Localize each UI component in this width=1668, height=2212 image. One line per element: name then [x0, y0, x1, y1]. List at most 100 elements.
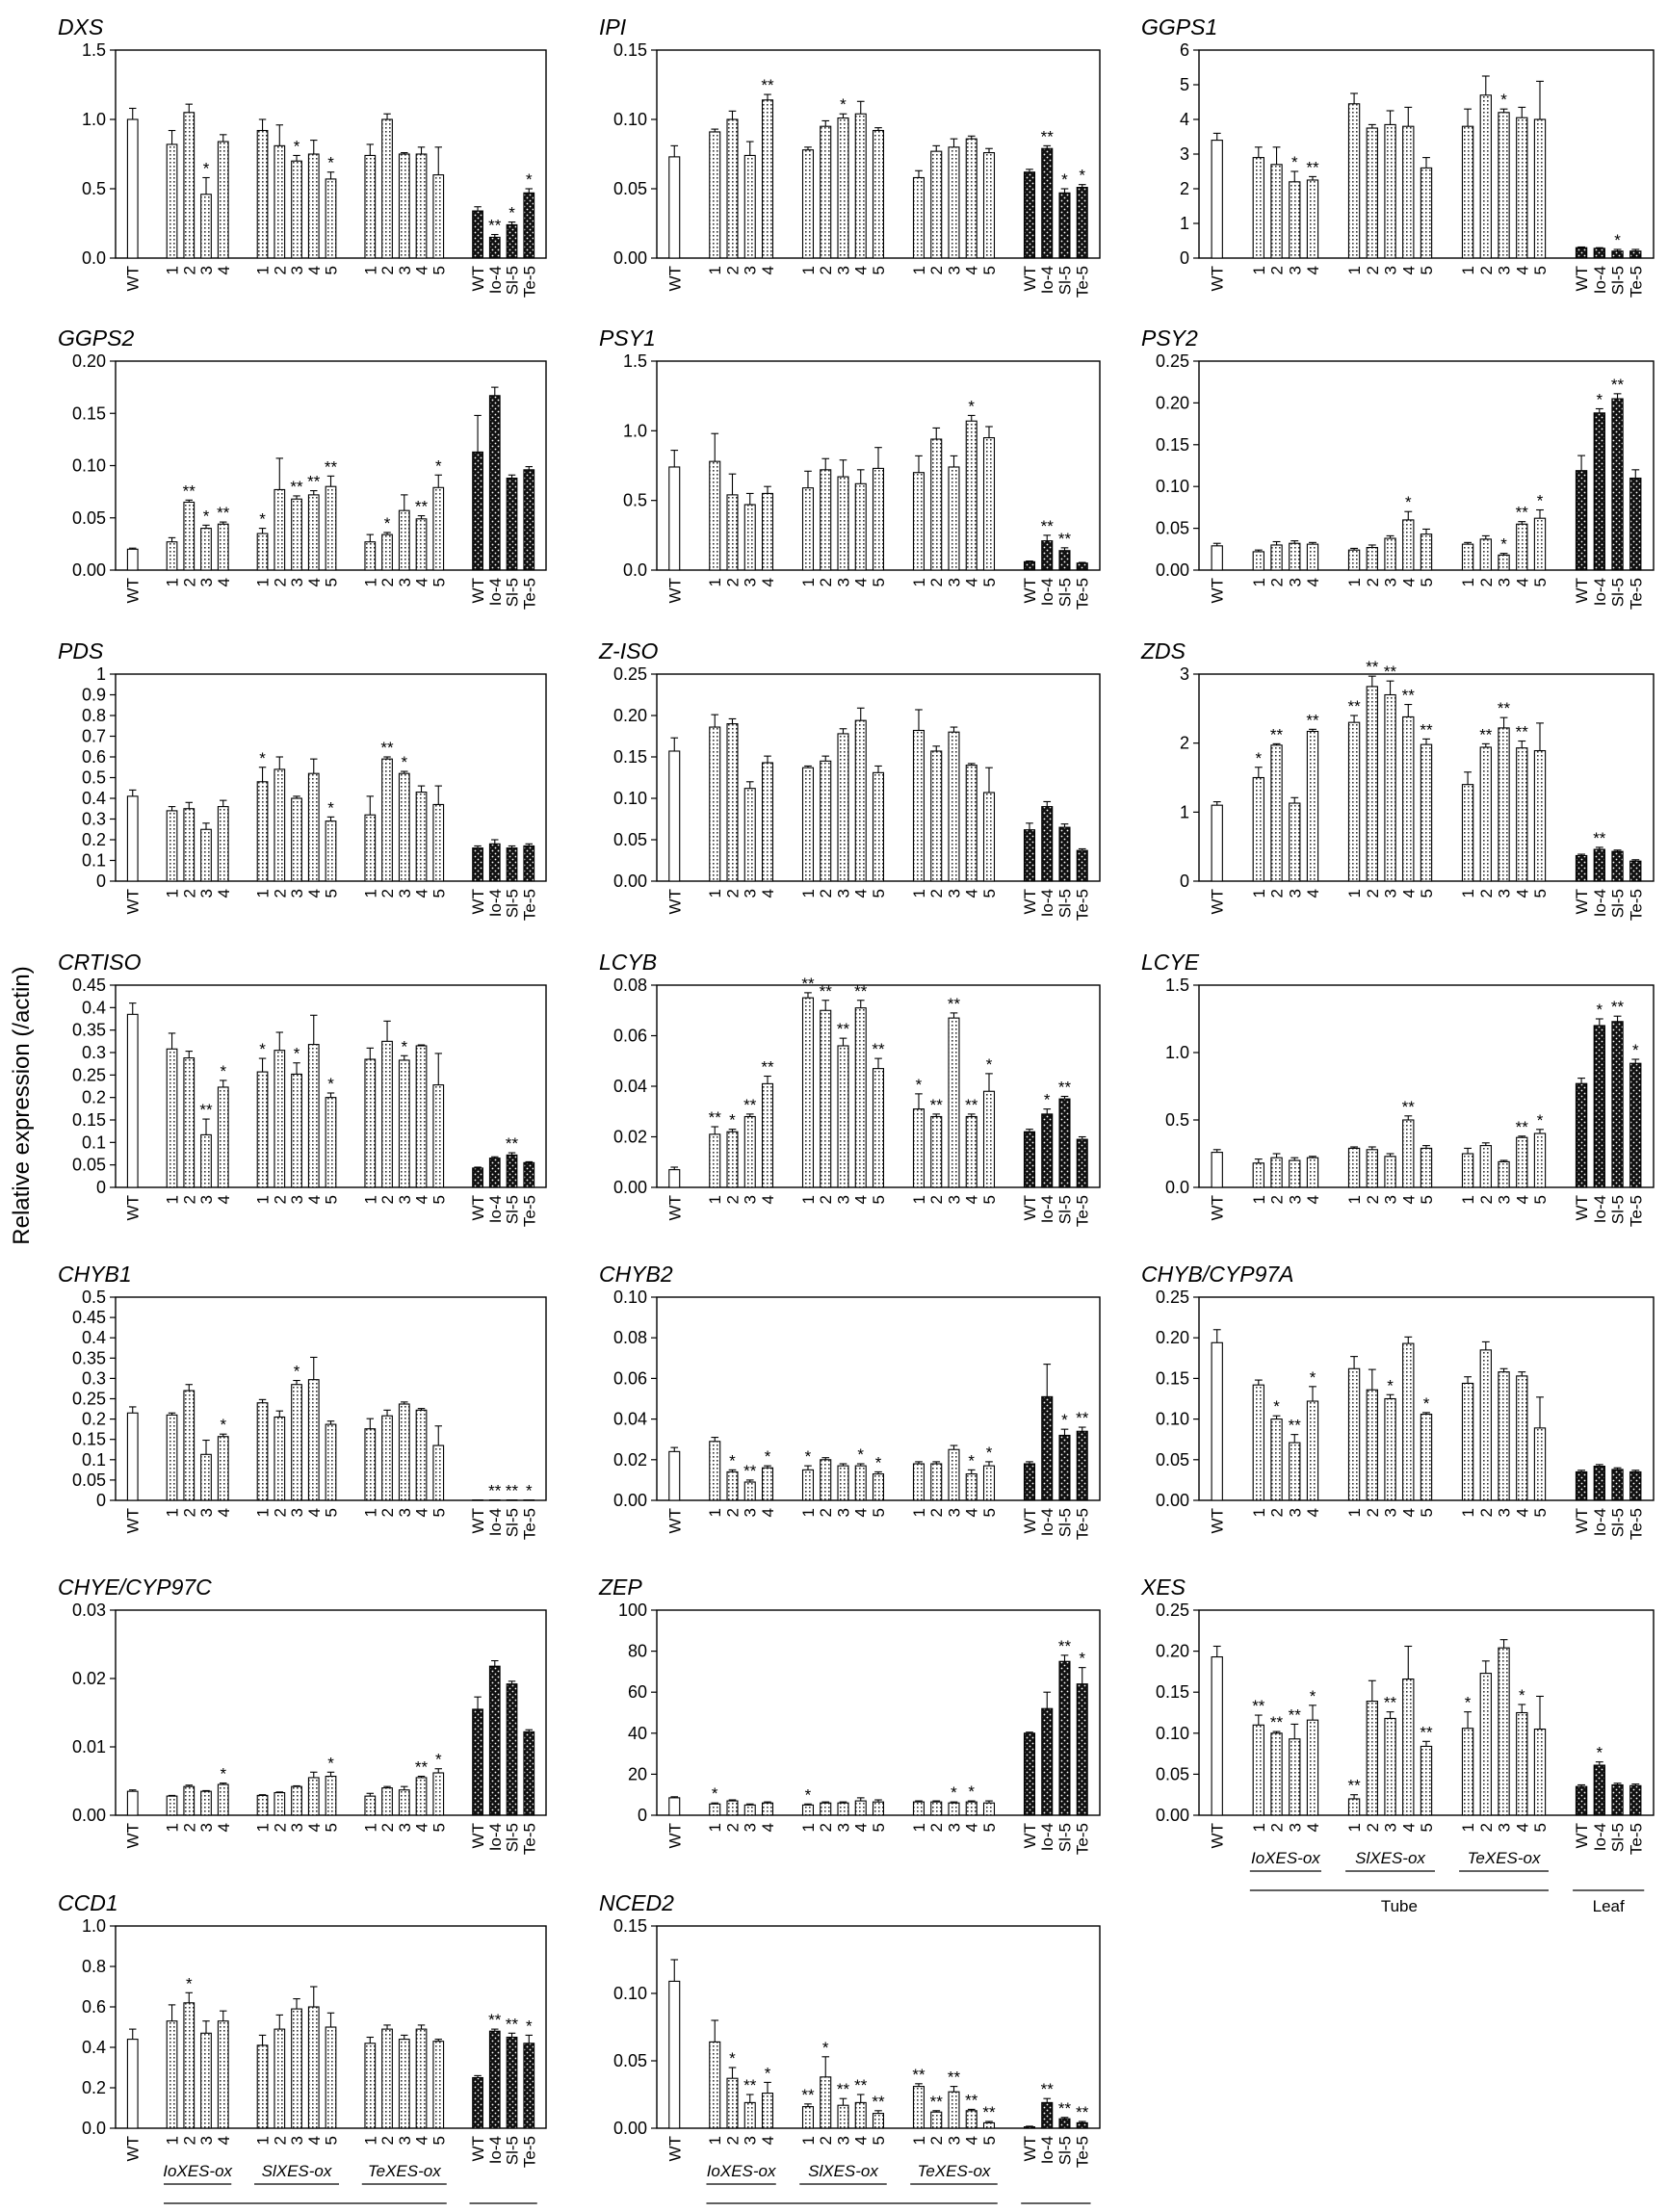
y-tick-label: 0.08 — [613, 1328, 647, 1347]
significance-mark: * — [968, 397, 975, 415]
x-tick-label: 3 — [288, 1823, 306, 1832]
x-tick-label: WT — [469, 266, 487, 291]
significance-mark: * — [1423, 1394, 1430, 1413]
significance-mark: ** — [380, 739, 394, 757]
significance-mark: * — [857, 1445, 864, 1464]
bar — [432, 1772, 445, 1816]
bar — [183, 1785, 195, 1816]
bar — [256, 2044, 269, 2129]
bar — [1402, 1342, 1415, 1501]
x-tick-label: 5 — [430, 578, 448, 586]
x-tick-label: 4 — [963, 2136, 981, 2145]
bar — [1479, 1673, 1492, 1816]
x-tick-label: 1 — [799, 1195, 818, 1204]
y-tick-label: 2 — [1180, 734, 1189, 753]
bar — [1611, 1783, 1624, 1816]
bar — [1479, 1349, 1492, 1501]
x-tick-label: 2 — [723, 266, 742, 274]
significance-mark: * — [294, 1045, 300, 1063]
bar — [126, 1013, 139, 1188]
x-tick-label: 1 — [1345, 889, 1364, 898]
significance-mark: * — [1614, 231, 1621, 249]
bar — [948, 2091, 960, 2129]
bar — [325, 2026, 337, 2129]
bar — [1629, 1470, 1642, 1501]
x-tick-label: 1 — [706, 578, 724, 586]
bar — [668, 1797, 681, 1816]
bar — [472, 1708, 483, 1816]
x-tick-label: WT — [469, 889, 487, 914]
significance-mark: ** — [1420, 720, 1433, 739]
x-tick-label: Te-5 — [1074, 889, 1092, 921]
bar — [1058, 1434, 1071, 1501]
x-tick-label: 1 — [706, 266, 724, 274]
x-tick-label: Sl-5 — [1609, 889, 1628, 918]
tube-label: Tube — [1381, 1897, 1418, 1915]
significance-mark: ** — [1076, 2103, 1089, 2121]
x-tick-label: Io-4 — [486, 1508, 505, 1536]
x-tick-label: 5 — [430, 889, 448, 898]
x-tick-label: WT — [124, 578, 143, 603]
y-tick-label: 0.05 — [1156, 519, 1189, 538]
y-tick-label: 0.5 — [82, 768, 106, 788]
bar — [398, 509, 410, 571]
bar — [1041, 1395, 1054, 1501]
bar — [801, 2106, 815, 2129]
y-tick-label: 0.0 — [1165, 1178, 1189, 1197]
significance-mark: ** — [837, 2080, 850, 2098]
bar — [1211, 1656, 1223, 1816]
x-tick-label: 4 — [759, 1823, 777, 1832]
bar — [982, 437, 996, 571]
y-tick-label: 0.25 — [1156, 351, 1189, 371]
x-tick-label: Te-5 — [520, 2136, 538, 2168]
bar — [1058, 2118, 1071, 2129]
bar — [1420, 1745, 1433, 1816]
x-tick-label: 2 — [180, 1195, 198, 1204]
group-label: SlXES-ox — [262, 2162, 332, 2180]
bar — [930, 1463, 943, 1501]
x-tick-label: 2 — [271, 578, 289, 586]
significance-mark: * — [1310, 1368, 1316, 1387]
bar — [801, 149, 815, 259]
bar — [982, 1465, 996, 1501]
y-tick-label: 1.0 — [1165, 1043, 1189, 1062]
x-tick-label: 4 — [759, 1195, 777, 1204]
x-tick-label: 1 — [1250, 1823, 1268, 1832]
significance-mark: ** — [837, 1020, 850, 1038]
x-tick-label: 1 — [1459, 1823, 1477, 1832]
x-tick-label: 3 — [197, 1508, 216, 1517]
y-tick-label: 0.02 — [72, 1669, 106, 1688]
x-tick-label: Io-4 — [1591, 1508, 1609, 1536]
bar — [1461, 125, 1474, 259]
bar — [1366, 127, 1378, 259]
bar — [761, 1802, 774, 1816]
x-tick-label: 2 — [271, 2136, 289, 2145]
x-tick-label: 5 — [980, 2136, 999, 2145]
significance-mark: * — [986, 1055, 993, 1074]
y-tick-label: 0.25 — [1156, 1288, 1189, 1307]
x-tick-label: 4 — [305, 889, 324, 898]
x-tick-label: 4 — [215, 578, 233, 586]
bar — [1611, 1469, 1624, 1501]
bar — [982, 792, 996, 882]
y-tick-label: 0.8 — [82, 706, 106, 725]
x-tick-label: 1 — [1250, 1195, 1268, 1204]
bar — [982, 1802, 996, 1816]
x-tick-label: 3 — [396, 889, 414, 898]
bar — [930, 750, 943, 882]
x-tick-label: 4 — [759, 578, 777, 586]
x-tick-label: 4 — [215, 1508, 233, 1517]
x-tick-label: 4 — [413, 266, 431, 274]
bar — [1289, 1738, 1301, 1816]
x-tick-label: 5 — [323, 2136, 341, 2145]
significance-mark: * — [294, 137, 300, 155]
significance-mark: * — [875, 1453, 882, 1471]
significance-mark: * — [1255, 749, 1262, 768]
bar — [217, 523, 229, 571]
significance-mark: ** — [1611, 998, 1625, 1016]
bar — [1289, 802, 1301, 882]
significance-mark: ** — [1058, 1079, 1072, 1097]
significance-mark: ** — [854, 2076, 868, 2095]
bar — [1041, 540, 1054, 571]
